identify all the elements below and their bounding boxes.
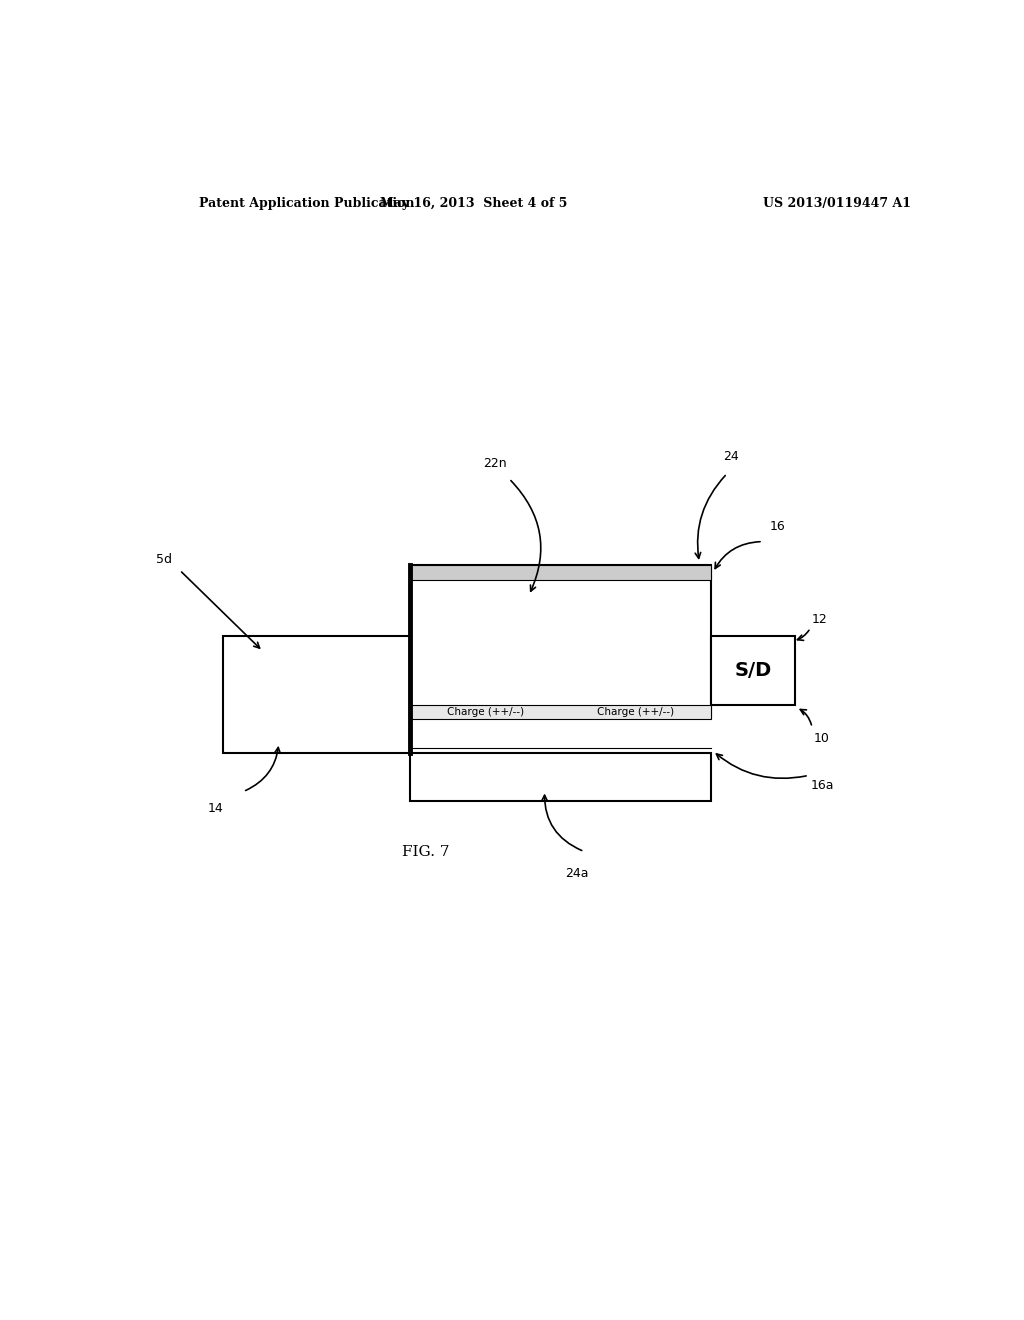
Text: 24a: 24a	[564, 867, 588, 880]
Text: 12: 12	[812, 614, 827, 627]
Bar	[410, 752, 712, 801]
Bar	[410, 705, 712, 719]
Bar	[410, 565, 712, 581]
Text: Patent Application Publication: Patent Application Publication	[200, 197, 415, 210]
Text: 22n: 22n	[483, 457, 507, 470]
Bar	[712, 636, 795, 705]
Text: Charge (++/--): Charge (++/--)	[597, 708, 675, 717]
Text: 16: 16	[769, 520, 785, 533]
Text: May 16, 2013  Sheet 4 of 5: May 16, 2013 Sheet 4 of 5	[380, 197, 567, 210]
Bar	[223, 636, 410, 752]
Text: 16a: 16a	[811, 779, 834, 792]
Text: US 2013/0119447 A1: US 2013/0119447 A1	[763, 197, 911, 210]
Text: Charge (++/--): Charge (++/--)	[446, 708, 523, 717]
Text: 24: 24	[723, 450, 739, 463]
Text: FIG. 7: FIG. 7	[401, 845, 450, 858]
Text: S/D: S/D	[734, 661, 772, 680]
Text: 5d: 5d	[156, 553, 172, 566]
Text: 14: 14	[208, 803, 223, 816]
Text: 10: 10	[814, 733, 829, 746]
Bar	[410, 565, 712, 718]
